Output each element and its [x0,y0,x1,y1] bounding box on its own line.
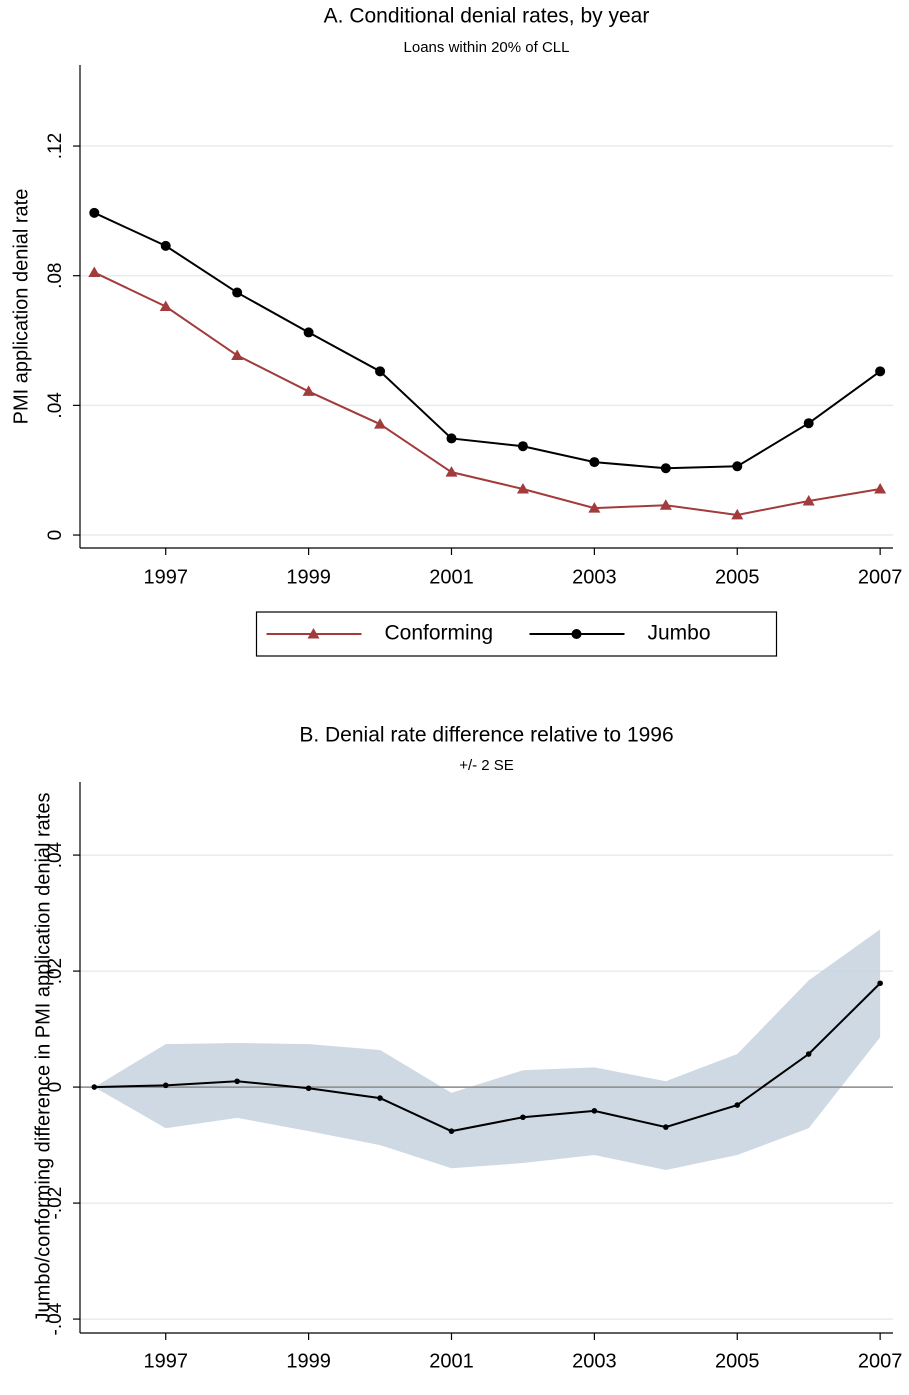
y-tick-label: .02 [45,958,66,984]
marker [234,1078,240,1085]
marker [731,508,744,520]
y-tick-label: 0 [45,530,66,541]
legend-label: Conforming [385,622,494,645]
chart-title: B. Denial rate difference relative to 19… [299,724,673,747]
x-tick-label: 1999 [286,1350,331,1372]
chart-subtitle: Loans within 20% of CLL [404,39,570,56]
marker [160,240,171,251]
x-tick-label: 2007 [858,566,903,588]
marker [874,483,887,494]
marker [89,207,100,218]
marker [232,287,243,298]
y-axis-label: PMI application denial rate [10,189,32,425]
marker [805,1051,812,1057]
marker [803,418,814,429]
x-tick-label: 2001 [429,566,474,588]
marker [877,980,883,987]
y-tick-label: .12 [45,133,66,159]
marker [159,300,172,311]
marker [162,1082,169,1089]
confidence-band [94,929,881,1171]
marker [875,366,886,377]
x-tick-label: 2003 [572,566,617,588]
y-tick-label: -.04 [45,1302,66,1335]
y-tick-label: 0 [45,1082,66,1093]
x-tick-label: 2001 [429,1350,474,1372]
y-axis-label: Jumbo/conforming difference in PMI appli… [32,793,54,1323]
marker [591,1108,598,1114]
marker [303,327,314,338]
x-tick-label: 1997 [143,566,188,588]
marker [91,1084,98,1090]
x-tick-label: 2005 [715,566,760,588]
marker [589,457,600,468]
marker [802,494,815,506]
chart-title: A. Conditional denial rates, by year [324,5,650,28]
legend-marker [571,629,582,639]
series-line [93,271,881,516]
y-tick-label: .04 [45,392,66,419]
y-tick-label: .08 [45,262,66,288]
marker [588,502,601,513]
marker [517,441,528,452]
series-line [93,211,881,470]
y-tick-label: .04 [45,841,66,868]
x-tick-label: 2007 [858,1350,903,1372]
marker [659,499,672,510]
marker [734,1102,741,1108]
x-tick-label: 1999 [286,566,331,588]
legend-label: Jumbo [648,622,711,645]
marker [516,483,529,494]
marker [445,466,458,477]
marker [732,461,743,472]
marker [231,349,244,360]
x-tick-label: 1997 [143,1350,188,1372]
y-tick-label: -.02 [45,1187,66,1220]
marker [88,266,101,277]
marker [663,1124,669,1130]
marker [375,366,386,377]
marker [660,463,671,474]
x-tick-label: 2005 [715,1350,760,1372]
marker [520,1114,526,1121]
x-tick-label: 2003 [572,1350,617,1372]
marker [377,1095,383,1101]
marker [448,1128,455,1134]
series-line [94,982,881,1133]
legend-marker [307,628,320,639]
marker [374,418,387,429]
marker [446,433,457,444]
chart-subtitle: +/- 2 SE [459,757,514,774]
marker [302,385,315,396]
marker [305,1085,312,1092]
